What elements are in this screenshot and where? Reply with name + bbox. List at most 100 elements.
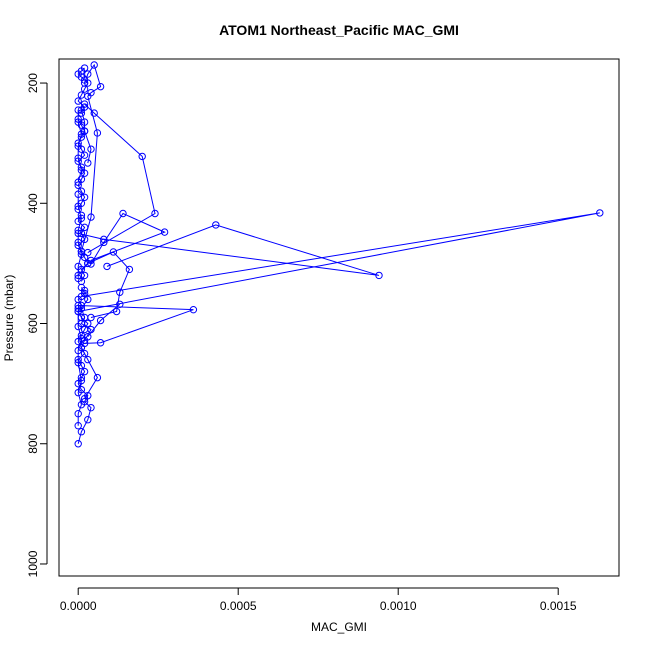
data-point (84, 159, 92, 167)
data-point (80, 313, 89, 322)
data-point (80, 85, 89, 93)
data-point (138, 152, 146, 161)
data-point (77, 106, 86, 114)
x-tick-label: 0.0010 (380, 599, 417, 613)
data-point (74, 229, 82, 238)
data-point (87, 145, 95, 153)
data-point (84, 295, 92, 304)
data-point (77, 428, 86, 436)
y-tick-label: 1000 (26, 550, 40, 577)
data-point (80, 339, 89, 348)
data-point (74, 238, 82, 247)
data-point (80, 394, 89, 403)
data-point (74, 202, 82, 210)
data-point (90, 109, 98, 117)
data-point (77, 214, 86, 223)
data-point (80, 235, 89, 244)
data-point (77, 91, 86, 99)
series-line (78, 304, 194, 344)
data-point (84, 355, 92, 364)
data-point (80, 286, 89, 295)
data-point (80, 118, 89, 126)
data-point (87, 260, 95, 268)
data-point (77, 376, 86, 385)
data-point (116, 288, 124, 296)
series-line (80, 109, 92, 164)
data-point (84, 333, 92, 341)
data-point (87, 256, 95, 265)
data-point (212, 221, 220, 229)
data-point (74, 307, 82, 316)
y-axis: 200 400 600 800 1000 (26, 73, 48, 577)
chart-title: ATOM1 Northeast_Pacific MAC_GMI (219, 22, 459, 38)
y-tick-label: 200 (26, 73, 40, 93)
data-point (96, 82, 105, 91)
data-point (84, 70, 92, 78)
data-point (77, 400, 86, 409)
data-point (74, 97, 82, 105)
data-point (74, 388, 82, 397)
y-tick-label: 600 (26, 313, 40, 333)
data-point (96, 316, 105, 325)
series-line (78, 212, 600, 312)
data-point (80, 64, 89, 72)
data-point (93, 129, 102, 137)
data-point (87, 313, 95, 322)
x-axis: 0.0000 0.0005 0.0010 0.0015 (60, 587, 577, 613)
x-tick-label: 0.0005 (220, 599, 257, 613)
data-point (90, 61, 98, 69)
data-point (74, 358, 82, 367)
data-point (77, 319, 86, 328)
data-point (375, 271, 383, 280)
data-point (74, 154, 82, 162)
series-line (78, 224, 380, 276)
data-point (84, 248, 92, 257)
data-point (74, 422, 82, 430)
data-point (77, 292, 86, 301)
data-point (189, 305, 198, 314)
data-point (80, 193, 89, 201)
data-point (160, 228, 169, 236)
data-point (74, 301, 82, 310)
x-tick-label: 0.0000 (60, 599, 97, 613)
data-point (93, 373, 102, 382)
data-point (80, 79, 89, 87)
series-layer (74, 61, 604, 448)
data-point (112, 307, 121, 316)
data-point (96, 339, 105, 347)
data-point (100, 238, 108, 247)
data-point (80, 367, 89, 376)
data-point (74, 271, 82, 280)
data-point (84, 416, 92, 424)
series-line (90, 212, 166, 265)
series-line (77, 308, 82, 426)
data-point (74, 142, 82, 150)
data-point (119, 209, 127, 218)
data-point (74, 440, 82, 448)
data-point (80, 223, 89, 232)
data-point (87, 213, 95, 221)
plot-frame (58, 58, 620, 577)
data-point (74, 118, 82, 126)
x-axis-label: MAC_GMI (311, 620, 367, 634)
data-point (151, 209, 159, 218)
data-point (80, 100, 89, 108)
data-point (77, 247, 86, 256)
data-point (80, 349, 89, 358)
y-axis-label: Pressure (mbar) (2, 275, 16, 362)
data-point (87, 88, 95, 97)
data-point (109, 248, 118, 256)
series-line (77, 110, 82, 183)
data-point (80, 271, 89, 280)
data-point (74, 262, 82, 271)
data-point (74, 409, 82, 418)
y-tick-label: 400 (26, 193, 40, 213)
data-point (125, 265, 134, 274)
y-tick-label: 800 (26, 433, 40, 453)
data-point (80, 127, 89, 135)
x-tick-label: 0.0015 (540, 599, 577, 613)
data-point (87, 403, 95, 412)
data-point (74, 178, 82, 186)
